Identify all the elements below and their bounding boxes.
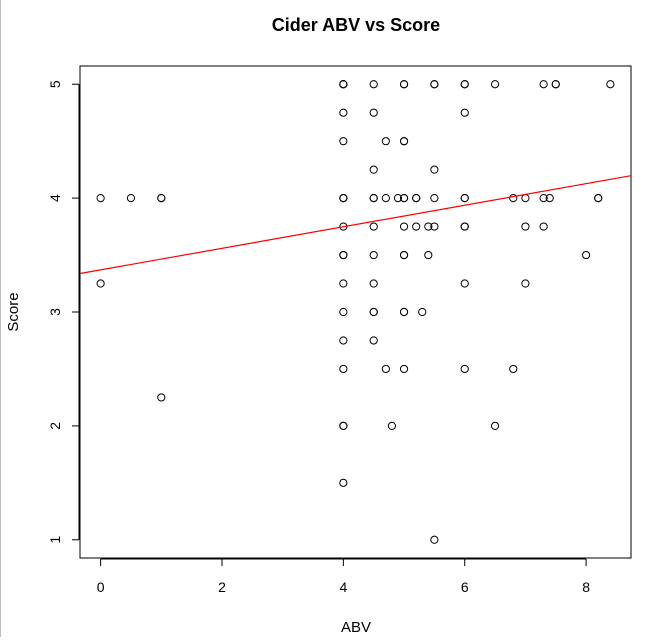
window-edge bbox=[0, 0, 1, 637]
data-point bbox=[339, 364, 348, 374]
data-point bbox=[339, 421, 348, 430]
data-point bbox=[339, 108, 348, 117]
data-point bbox=[339, 137, 348, 146]
x-tick-label: 8 bbox=[582, 579, 590, 595]
data-point bbox=[399, 307, 409, 317]
data-point bbox=[387, 421, 397, 430]
data-point bbox=[369, 222, 378, 231]
data-point bbox=[381, 137, 390, 146]
x-tick-label: 0 bbox=[97, 579, 105, 595]
data-point bbox=[581, 250, 591, 260]
x-axis: 0 2 4 6 8 bbox=[97, 558, 590, 595]
data-point bbox=[369, 80, 378, 89]
data-points bbox=[96, 80, 615, 544]
y-tick-label: 4 bbox=[47, 194, 63, 202]
y-axis: 1 2 3 4 5 bbox=[47, 80, 80, 544]
y-tick-label: 3 bbox=[47, 308, 63, 316]
x-tick-label: 6 bbox=[461, 579, 469, 595]
data-point bbox=[521, 222, 530, 231]
data-point bbox=[399, 137, 409, 146]
x-axis-label: ABV bbox=[341, 619, 371, 636]
data-point bbox=[339, 194, 348, 203]
data-point bbox=[412, 222, 421, 231]
data-point bbox=[418, 307, 427, 317]
regression-fit bbox=[79, 175, 632, 275]
data-point bbox=[369, 279, 378, 288]
data-point bbox=[430, 194, 439, 203]
data-point bbox=[430, 165, 439, 174]
data-point bbox=[551, 80, 560, 89]
data-point bbox=[539, 194, 548, 203]
data-point bbox=[424, 222, 433, 231]
data-point bbox=[430, 222, 439, 231]
data-point bbox=[521, 279, 530, 288]
x-tick-label: 4 bbox=[339, 579, 347, 595]
data-point bbox=[424, 250, 433, 260]
data-point bbox=[460, 108, 469, 117]
data-point bbox=[381, 364, 390, 374]
data-point bbox=[399, 80, 409, 89]
data-point bbox=[369, 250, 378, 260]
data-point bbox=[430, 80, 439, 89]
data-point bbox=[369, 194, 378, 203]
data-point bbox=[460, 80, 469, 89]
x-tick-label: 2 bbox=[218, 579, 226, 595]
data-point bbox=[412, 194, 421, 203]
data-point bbox=[490, 421, 500, 430]
data-point bbox=[157, 393, 166, 402]
data-point bbox=[460, 194, 469, 203]
plot-box bbox=[79, 65, 632, 559]
data-point bbox=[369, 336, 378, 345]
data-point bbox=[339, 336, 348, 345]
data-point bbox=[339, 307, 348, 317]
y-tick-label: 1 bbox=[47, 536, 63, 544]
data-point bbox=[430, 535, 439, 544]
data-point bbox=[96, 194, 105, 203]
data-point bbox=[339, 250, 348, 260]
data-point bbox=[545, 194, 554, 203]
data-point bbox=[157, 194, 166, 203]
data-point bbox=[539, 80, 548, 89]
data-point bbox=[399, 364, 409, 374]
data-point bbox=[339, 80, 348, 89]
y-axis-label: Score bbox=[5, 292, 22, 331]
data-point bbox=[490, 80, 500, 89]
data-point bbox=[399, 250, 409, 260]
y-tick-label: 5 bbox=[47, 80, 63, 88]
data-point bbox=[460, 364, 469, 374]
data-point bbox=[460, 222, 469, 231]
data-point bbox=[509, 364, 518, 374]
regression-line bbox=[79, 175, 632, 275]
data-point bbox=[460, 279, 469, 288]
data-point bbox=[381, 194, 390, 203]
data-point bbox=[539, 222, 548, 231]
data-point bbox=[393, 194, 403, 203]
data-point bbox=[369, 108, 378, 117]
data-point bbox=[521, 194, 530, 203]
data-point bbox=[399, 222, 409, 231]
data-point bbox=[339, 478, 348, 487]
data-point bbox=[399, 194, 409, 203]
data-point bbox=[594, 194, 603, 203]
data-point bbox=[369, 165, 378, 174]
data-point bbox=[126, 194, 136, 203]
data-point bbox=[96, 279, 105, 288]
data-point bbox=[369, 307, 378, 317]
y-tick-label: 2 bbox=[47, 422, 63, 430]
data-point bbox=[339, 279, 348, 288]
data-point bbox=[509, 194, 518, 203]
data-point bbox=[606, 80, 615, 89]
chart-title: Cider ABV vs Score bbox=[272, 15, 440, 35]
